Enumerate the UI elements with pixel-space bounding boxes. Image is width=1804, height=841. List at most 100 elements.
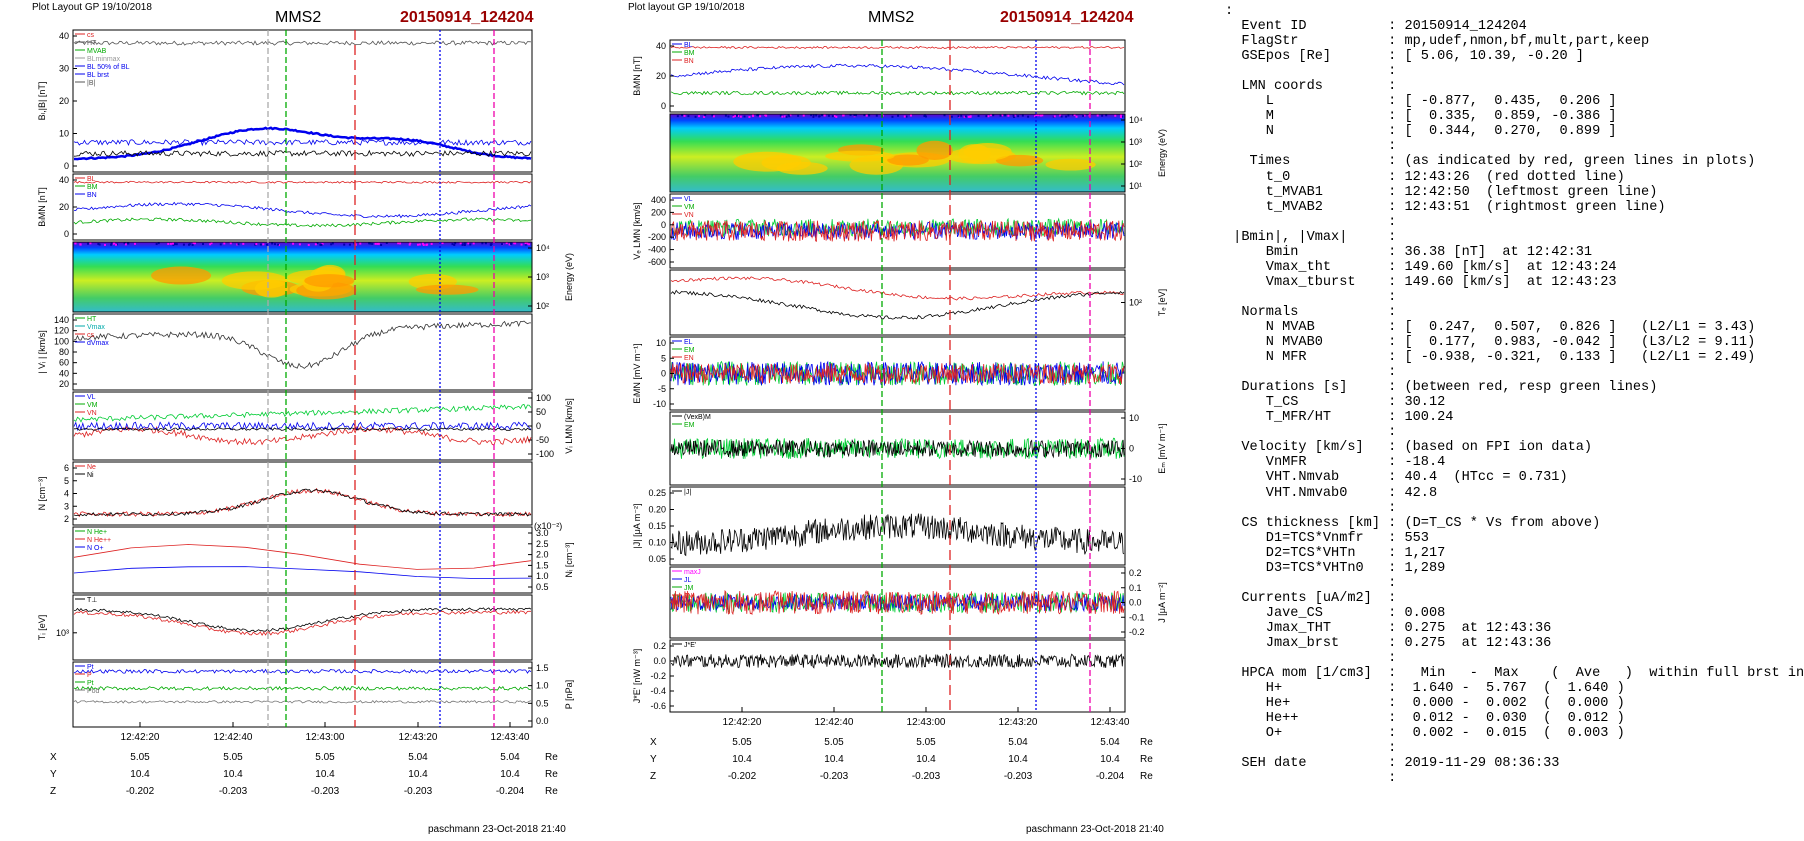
trace [74,427,532,431]
summary-line: : [1388,425,1397,441]
tick-label: 1.5 [536,663,549,673]
header-left: Plot layout GP 19/10/2018 [628,2,745,13]
trace [73,201,532,219]
tick-label: 0 [536,421,541,431]
legend-entry: N He+ [87,529,107,536]
legend-entry: cs [87,32,95,39]
trace [73,180,532,184]
tick-label: 40 [59,175,69,185]
tick-label: 1.0 [536,681,549,691]
summary-line: M : [ 0.335, 0.859, -0.386 ] [1265,109,1617,125]
summary-line: CS thickness [km] : (D=T_CS * Vs from ab… [1241,515,1601,531]
legend-entry: J*E' [684,642,696,649]
legend-entry: BLminmax [87,56,121,63]
legend-entry: BL [684,42,693,49]
trace [73,487,532,518]
legend-entry: BL brst [87,72,109,79]
y-axis-label-right: J [μA m⁻²] [1157,582,1167,622]
legend-entry: dVmax [87,340,109,347]
y-axis-label: EₗMN [mV m⁻¹] [632,343,642,403]
footer-credit: paschmann 23-Oct-2018 21:40 [1026,824,1164,835]
position-value: -0.203 [404,786,433,797]
right-panel-6: 10 0 -10 Eₘ [mV m⁻¹] (VexB)MEM [669,411,1167,486]
summary-line: H+ : 1.640 - 5.767 ( 1.640 ) [1265,681,1625,697]
legend-entry: VL [684,196,693,203]
tick-label: -50 [536,435,549,445]
tick-label: 10³ [536,272,549,282]
tick-label: 0.0 [536,716,549,726]
trace [670,219,1125,242]
position-value: 5.04 [1008,737,1028,748]
summary-line: Event ID : 20150914_124204 [1241,19,1527,35]
position-value: 5.05 [732,737,752,748]
tick-label: 10² [536,301,549,311]
panel-frame [669,193,1126,269]
spectrogram [670,114,1125,192]
position-value: -0.203 [820,771,849,782]
panel-frame [72,594,533,661]
y-axis-label-right: Eₘ [mV m⁻¹] [1157,423,1167,473]
right-panel-9: 0.2 0.0 -0.2 -0.4 -0.6 J*E' [nW m⁻³] J*E' [632,639,1126,713]
summary-line: t_0 : 12:43:26 (red dotted line) [1265,169,1625,185]
trace [73,685,531,691]
right-plot-layout: Plot layout GP 19/10/2018 MMS2 20150914_12… [628,2,1167,835]
summary-line: T_MFR/HT : 100.24 [1265,410,1454,426]
y-axis-label: Tᵢ [eV] [37,615,47,640]
position-value: -0.203 [912,771,941,782]
tick-label: 120 [54,326,69,336]
legend-entry: P [87,672,92,679]
legend-entry: (VexB)M [684,414,711,421]
tick-label: 20 [59,379,69,389]
trace [73,566,532,579]
legend-entry: Pod [87,688,100,695]
tick-label: 30 [59,64,69,74]
summary-line: He++ : 0.012 - 0.030 ( 0.012 ) [1265,711,1625,727]
spacecraft-title: MMS2 [868,9,914,26]
summary-line: : [1388,575,1397,591]
legend-entry: Pt [87,680,94,687]
y-axis-label-right: Nᵢ [cm⁻³] [564,542,574,577]
position-value: 5.05 [916,737,936,748]
position-value: -0.204 [496,786,525,797]
tick-label: -0.2 [650,671,666,681]
tick-label: 80 [59,347,69,357]
tick-label: 0 [661,369,666,379]
legend-entry: Ne [87,464,96,471]
legend-entry: |B| [87,80,95,87]
event-title: 20150914_124204 [400,9,534,26]
legend-entry: N O+ [87,545,104,552]
left-panel-7: 3.02.52.01.51.00.5Nᵢ [cm⁻³](x10⁻²)N He+N… [72,521,574,594]
tick-label: 20 [59,96,69,106]
tick-label: 20 [59,202,69,212]
tick-label: 100 [54,336,69,346]
tick-label: -5 [658,384,666,394]
summary-line: Vmax_tht : 149.60 [km/s] at 12:43:24 [1265,259,1617,275]
tick-label: -0.6 [650,701,666,711]
trace [670,217,1125,238]
trace [73,320,531,369]
trace [73,607,532,633]
summary-line: Vmax_tburst : 149.60 [km/s] at 12:43:23 [1265,274,1617,290]
time-tick-label: 12:43:40 [1091,717,1130,728]
position-value: -0.203 [311,786,340,797]
tick-label: 10² [1129,298,1142,308]
summary-line: FlagStr : mp,udef,nmon,bf,mult,part,keep [1241,34,1650,50]
spacecraft-title: MMS2 [275,9,321,26]
summary-line: |Bmin|, |Vmax| : [1233,229,1397,245]
tick-label: 40 [59,31,69,41]
tick-label: 400 [651,195,666,205]
summary-line: N MFR : [ -0.938, -0.321, 0.133 ] (L2/L1… [1265,350,1756,366]
summary-line: T_CS : 30.12 [1265,395,1446,411]
summary-line: GSEpos [Re] : [ 5.06, 10.39, -0.20 ] [1241,49,1584,65]
left-panel-3: 10⁴ 10³ 10² Energy (eV) [72,241,574,313]
tick-label: 60 [59,358,69,368]
tick-label: 0.2 [1129,568,1142,578]
legend-entry: BM [87,184,98,191]
time-tick-label: 12:43:20 [399,732,438,743]
position-row-label: Y [50,769,57,780]
tick-label: -0.2 [1129,627,1145,637]
header-left: Plot Layout GP 19/10/2018 [32,2,152,13]
